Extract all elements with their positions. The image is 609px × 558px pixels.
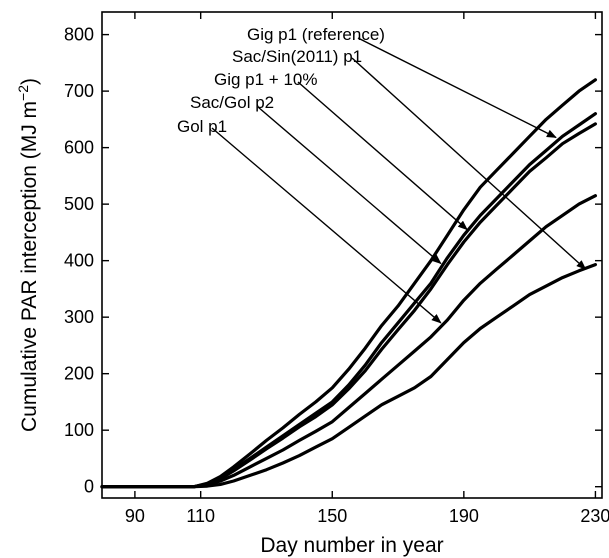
- y-tick-label: 800: [64, 25, 94, 45]
- annotation-layer: Gig p1 (reference) Sac/Sin(2011) p1 Gig p1…: [177, 25, 587, 324]
- y-axis-title-superscript: −2: [15, 85, 31, 101]
- y-tick-label: 300: [64, 307, 94, 327]
- series-line-2: [100, 263, 598, 489]
- x-tick-label: 230: [580, 506, 609, 526]
- annotation-arrow: [357, 37, 557, 139]
- y-tick-label: 700: [64, 81, 94, 101]
- series-line-4: [100, 122, 598, 489]
- annotation-arrow: [257, 106, 442, 265]
- x-tick-label: 110: [186, 506, 215, 526]
- annotation-label: Sac/Sin(2011) p1: [232, 47, 362, 66]
- y-axis: 0 100 200 300 400 500 600 700 800: [64, 25, 602, 497]
- annotation-arrow: [351, 57, 587, 270]
- y-axis-title: Cumulative PAR interception (MJ m−2): [15, 78, 41, 432]
- annotation-arrow: [297, 81, 468, 231]
- y-tick-label: 600: [64, 138, 94, 158]
- x-tick-label: 90: [125, 506, 145, 526]
- x-tick-label: 190: [449, 506, 479, 526]
- annotation-arrow: [211, 127, 442, 324]
- annotation-label: Gig p1 + 10%: [214, 70, 318, 89]
- plot-frame: [101, 11, 603, 499]
- y-tick-label: 100: [64, 420, 94, 440]
- y-axis-title-main: Cumulative PAR interception (MJ m: [18, 101, 41, 432]
- y-tick-label: 0: [84, 477, 94, 497]
- series-layer: [100, 78, 598, 489]
- annotation-label: Gol p1: [177, 117, 227, 136]
- y-axis-title-group: Cumulative PAR interception (MJ m−2): [15, 78, 41, 432]
- annotation-label: Gig p1 (reference): [247, 25, 385, 44]
- y-axis-title-close: ): [18, 78, 41, 85]
- x-tick-label: 150: [317, 506, 347, 526]
- y-tick-label: 200: [64, 364, 94, 384]
- series-line-3: [100, 78, 598, 489]
- x-axis-title: Day number in year: [260, 534, 443, 557]
- series-line-5: [100, 194, 598, 489]
- y-tick-label: 500: [64, 194, 94, 214]
- x-axis: 90 110 150 190 230: [125, 12, 609, 526]
- annotation-label: Sac/Gol p2: [190, 93, 274, 112]
- y-tick-label: 400: [64, 251, 94, 271]
